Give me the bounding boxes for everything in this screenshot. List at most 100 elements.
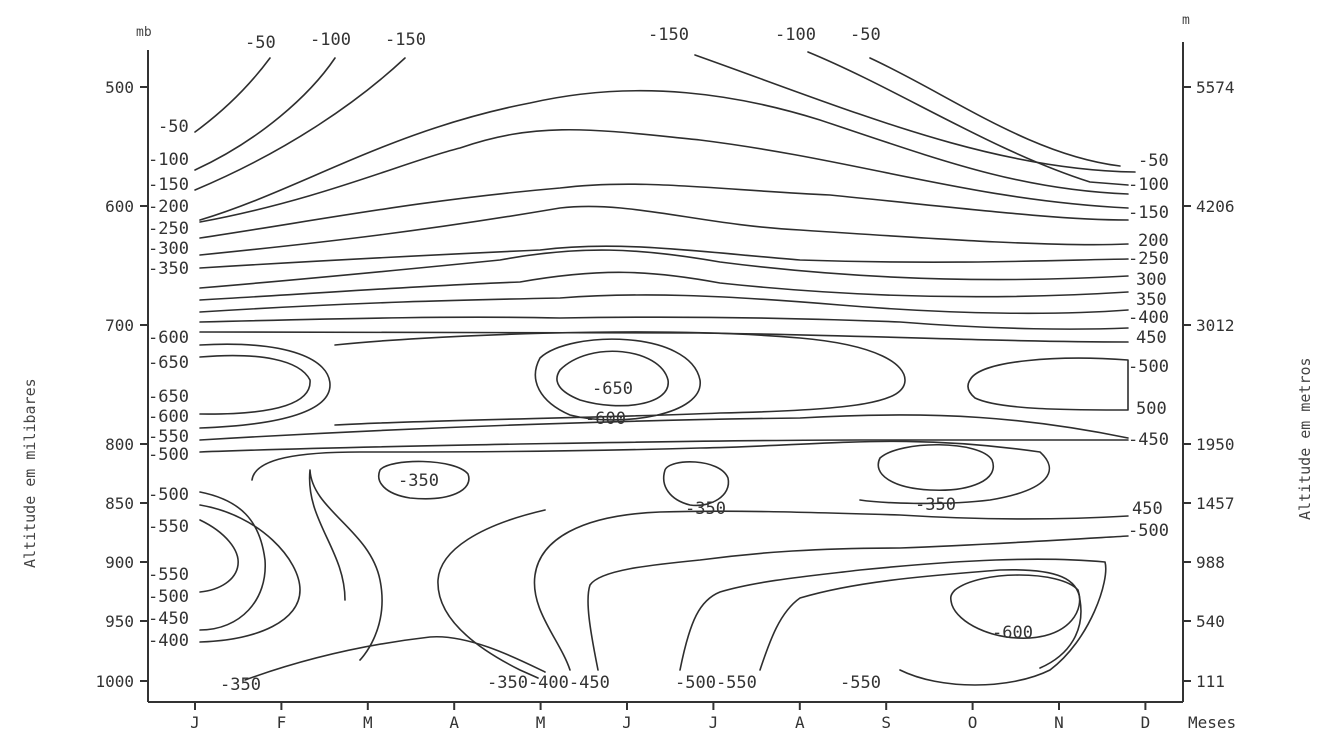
pressure-tick-label: 700 <box>105 316 134 335</box>
contour-label: -150 <box>648 25 689 45</box>
contour-label: 450 <box>1132 499 1163 519</box>
month-tick-label: J <box>190 713 200 732</box>
isoline-600 <box>199 294 1129 315</box>
contour-label: -150 <box>385 30 426 50</box>
altitude-tick-label: 540 <box>1196 612 1225 631</box>
contour-label: -600 <box>148 328 189 348</box>
x-axis-title: Meses <box>1188 713 1236 732</box>
altitude-tick-label: 3012 <box>1196 316 1235 335</box>
contour-label: -150 <box>1128 203 1169 223</box>
isoline-mid-bowl-2 <box>533 510 1129 671</box>
left-unit: mb <box>136 25 152 40</box>
contour-label: 300 <box>1136 270 1167 290</box>
isoline-mid-column <box>308 469 383 661</box>
contour-label: -500 <box>1128 521 1169 541</box>
contour-label: -450 <box>148 609 189 629</box>
contour-label: -500 <box>148 587 189 607</box>
isoline-450 <box>199 245 1129 269</box>
contour-label: -350-400-450 <box>487 673 610 693</box>
contour-label: 500 <box>1136 399 1167 419</box>
pressure-tick-label: 900 <box>105 553 134 572</box>
isoline-blob-350-b <box>663 461 730 507</box>
month-tick-label: N <box>1054 713 1064 732</box>
pressure-tick-label: 500 <box>105 78 134 97</box>
isoline-right-500-loop <box>967 357 1129 411</box>
contour-label: -50 <box>245 33 276 53</box>
contour-label: -300 <box>148 239 189 259</box>
isoline-right-50 <box>869 57 1121 167</box>
altitude-ticks: 5574 4206 3012 1950 1457 988 540 111 <box>1183 78 1235 691</box>
isoline-500-lower <box>199 439 1129 453</box>
contour-label: -650 <box>592 379 633 399</box>
isoline-top-150 <box>194 57 406 191</box>
contour-label: -250 <box>148 219 189 239</box>
contour-label: -550 <box>148 517 189 537</box>
contour-label: 450 <box>1136 328 1167 348</box>
isoline-right-100 <box>807 51 1129 186</box>
contour-label: -250 <box>1128 249 1169 269</box>
contour-label: -200 <box>148 197 189 217</box>
contour-label: -600 <box>148 407 189 427</box>
contour-label: -50 <box>1138 151 1169 171</box>
isoline-right-bowl-500 <box>679 558 1107 686</box>
contour-label: -650 <box>148 387 189 407</box>
altitude-tick-label: 5574 <box>1196 78 1235 97</box>
isoline-s-left-loop <box>199 491 266 631</box>
month-tick-label: M <box>536 713 546 732</box>
isoline-500 <box>199 249 1129 289</box>
isoline-300 <box>199 128 1129 223</box>
month-tick-label: A <box>795 713 805 732</box>
contour-label: -500 <box>148 445 189 465</box>
isoline-s-850-left <box>251 440 1051 505</box>
month-tick-label: J <box>709 713 719 732</box>
altitude-tick-label: 4206 <box>1196 197 1235 216</box>
pressure-tick-label: 950 <box>105 612 134 631</box>
contour-label: -100 <box>148 150 189 170</box>
altitude-tick-label: 988 <box>1196 553 1225 572</box>
contour-label: -50 <box>158 117 189 137</box>
isoline-s-left-loop2 <box>199 519 239 593</box>
month-tick-label: A <box>449 713 459 732</box>
isoline-550 <box>199 271 1129 301</box>
isoline-blob-350-c <box>877 443 995 491</box>
contour-labels: -50 -100 -150 -150 -100 -50 -50 -100 -15… <box>148 25 1169 695</box>
contour-label: -350 <box>685 499 726 519</box>
isolines <box>194 51 1136 686</box>
contour-label: -150 <box>148 175 189 195</box>
altitude-tick-label: 1457 <box>1196 494 1235 513</box>
isoline-s-left-loop3 <box>199 504 301 643</box>
isoline-left-bottom-350 <box>244 636 546 681</box>
month-tick-label: F <box>277 713 287 732</box>
isoline-center-600 <box>534 338 701 421</box>
contour-label: -350 <box>148 259 189 279</box>
contour-label: 200 <box>1138 231 1169 251</box>
isoline-left-600 <box>199 343 331 429</box>
isoline-550-bottom <box>199 414 1129 441</box>
altitude-tick-label: 1950 <box>1196 435 1235 454</box>
contour-label: -100 <box>775 25 816 45</box>
isoline-center-550 <box>334 331 906 426</box>
isoline-350 <box>199 183 1129 239</box>
month-tick-label: J <box>622 713 632 732</box>
contour-label: -500-550 <box>675 673 757 693</box>
contour-label: -400 <box>148 631 189 651</box>
contour-label: -550 <box>148 565 189 585</box>
isoline-400 <box>199 205 1129 256</box>
isoline-mid-bowl <box>437 509 546 679</box>
isoline-top-100 <box>194 57 336 171</box>
left-axis-title: Altitude em milibares <box>21 378 39 568</box>
contour-label: -350 <box>398 471 439 491</box>
month-tick-label: S <box>881 713 891 732</box>
isoline-center-650 <box>556 350 669 407</box>
contour-label: -550 <box>840 673 881 693</box>
pressure-tick-label: 800 <box>105 435 134 454</box>
altitude-tick-label: 111 <box>1196 672 1225 691</box>
contour-label: -50 <box>850 25 881 45</box>
contour-label: -550 <box>148 427 189 447</box>
contour-label: -500 <box>148 485 189 505</box>
right-unit: m <box>1182 13 1190 28</box>
isoline-700 <box>199 331 1129 343</box>
contour-label: -400 <box>1128 308 1169 328</box>
